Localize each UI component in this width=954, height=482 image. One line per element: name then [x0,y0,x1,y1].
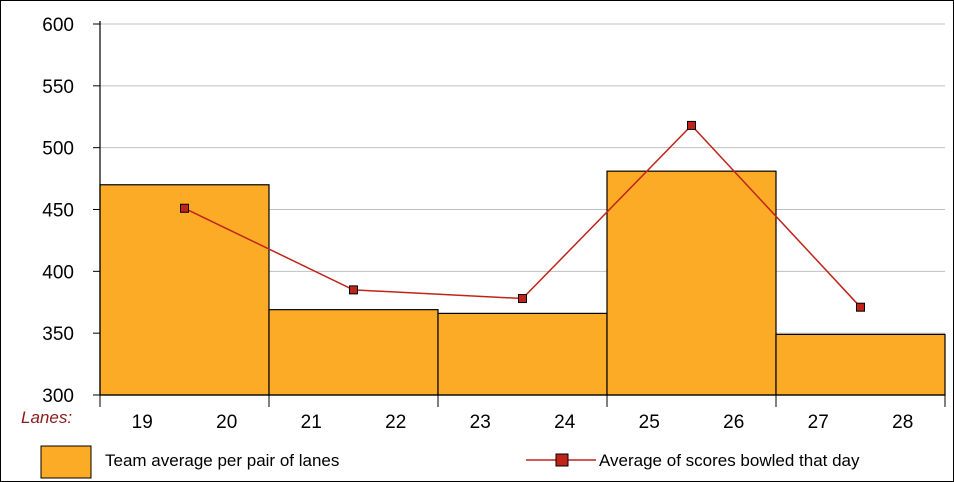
legend-bar-label: Team average per pair of lanes [105,451,339,470]
legend-line-label: Average of scores bowled that day [599,451,860,470]
line-point-marker [687,120,696,130]
x-tick-label: 20 [216,412,237,433]
x-tick-label: 21 [301,412,322,433]
bars [99,170,946,396]
tick-labels: Lanes: 300 350 400 450 500 550 600 19 20 21 22 23 24… [21,15,913,433]
y-tick-label: 450 [42,201,74,222]
y-tick-label: 500 [42,139,74,160]
y-tick-label: 350 [42,324,74,345]
x-tick-label: 28 [892,412,913,433]
legend: Team average per pair of lanes Average o… [40,445,860,479]
x-tick-label: 23 [470,412,491,433]
bar [268,309,439,396]
x-tick-label: 22 [385,412,406,433]
legend-bar-swatch [40,445,92,479]
legend-line-marker [555,453,569,467]
x-axis-prefix-label: Lanes: [21,408,72,427]
bar [437,312,608,396]
y-tick-label: 300 [42,386,74,407]
line-point-marker [518,294,527,304]
x-tick-label: 26 [723,412,744,433]
x-tick-label: 19 [132,412,153,433]
bar [99,184,270,396]
y-tick-label: 400 [42,262,74,283]
x-tick-label: 24 [554,412,576,433]
x-tick-label: 27 [808,412,829,433]
line-point-marker [349,285,358,295]
axes [93,21,946,407]
bar [606,170,777,396]
line-point-marker [180,203,189,213]
line-point-marker [856,302,865,312]
y-tick-label: 600 [42,15,74,36]
x-tick-label: 25 [639,412,660,433]
bar [775,333,946,396]
line-series [180,120,865,312]
y-tick-label: 550 [42,77,74,98]
